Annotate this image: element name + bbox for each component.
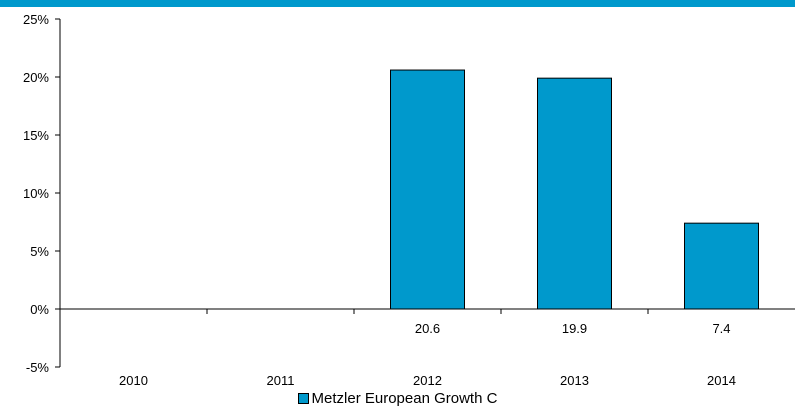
x-tick-label: 2013 [560, 373, 589, 388]
y-tick-label: 5% [30, 244, 49, 259]
bar-2012 [390, 69, 465, 310]
top-accent-bar [0, 0, 795, 7]
data-label: 20.6 [415, 321, 440, 336]
axes-layer [55, 18, 795, 368]
y-tick-label: -5% [26, 360, 50, 375]
data-label: 19.9 [562, 321, 587, 336]
bar-2013 [537, 77, 612, 310]
x-tick-label: 2011 [267, 373, 295, 388]
legend-label: Metzler European Growth C [311, 389, 498, 407]
chart-legend: Metzler European Growth C [0, 388, 795, 408]
y-tick-label: 15% [23, 128, 49, 143]
x-tick-label: 2012 [413, 373, 442, 388]
y-tick-label: 10% [23, 186, 49, 201]
x-tick-label: 2014 [707, 373, 736, 388]
data-label: 7.4 [712, 321, 730, 336]
y-tick-label: 20% [23, 70, 49, 85]
bar-2014 [684, 222, 759, 310]
legend-swatch [297, 392, 309, 404]
bars-layer [390, 69, 759, 310]
labels-layer: -5% 0% 5% 10% 15% 20% 25% 2010 2011 2012 20.6 2013 1… [23, 12, 736, 388]
y-tick-label: 25% [23, 12, 49, 27]
x-tick-label: 2010 [119, 373, 148, 388]
y-tick-label: 0% [30, 302, 49, 317]
